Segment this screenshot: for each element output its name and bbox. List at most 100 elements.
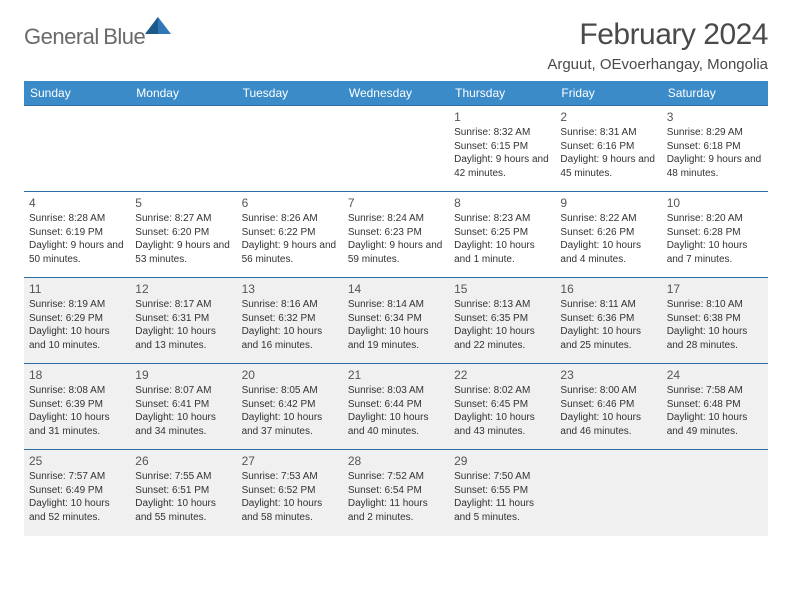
calendar-day: 13Sunrise: 8:16 AMSunset: 6:32 PMDayligh… [237,278,343,364]
day-number: 2 [560,109,656,125]
day-number: 15 [454,281,550,297]
calendar-day: 8Sunrise: 8:23 AMSunset: 6:25 PMDaylight… [449,192,555,278]
calendar-day: 6Sunrise: 8:26 AMSunset: 6:22 PMDaylight… [237,192,343,278]
sunrise-text: Sunrise: 8:05 AM [242,384,338,398]
sunrise-text: Sunrise: 8:10 AM [667,298,763,312]
calendar-day: 14Sunrise: 8:14 AMSunset: 6:34 PMDayligh… [343,278,449,364]
sunrise-text: Sunrise: 8:11 AM [560,298,656,312]
calendar-day: 4Sunrise: 8:28 AMSunset: 6:19 PMDaylight… [24,192,130,278]
day-number: 12 [135,281,231,297]
day-number: 21 [348,367,444,383]
daylight-text: Daylight: 9 hours and 53 minutes. [135,239,231,266]
calendar-week: 11Sunrise: 8:19 AMSunset: 6:29 PMDayligh… [24,278,768,364]
daylight-text: Daylight: 9 hours and 56 minutes. [242,239,338,266]
sunset-text: Sunset: 6:42 PM [242,398,338,412]
calendar-day: 29Sunrise: 7:50 AMSunset: 6:55 PMDayligh… [449,450,555,536]
month-title: February 2024 [547,18,768,52]
day-number: 16 [560,281,656,297]
daylight-text: Daylight: 10 hours and 37 minutes. [242,411,338,438]
sunset-text: Sunset: 6:15 PM [454,140,550,154]
daylight-text: Daylight: 10 hours and 40 minutes. [348,411,444,438]
day-number: 1 [454,109,550,125]
calendar-empty [555,450,661,536]
calendar-day: 15Sunrise: 8:13 AMSunset: 6:35 PMDayligh… [449,278,555,364]
sunrise-text: Sunrise: 8:13 AM [454,298,550,312]
calendar-week: 4Sunrise: 8:28 AMSunset: 6:19 PMDaylight… [24,192,768,278]
day-header: Saturday [662,81,768,106]
sunrise-text: Sunrise: 7:55 AM [135,470,231,484]
calendar-day: 2Sunrise: 8:31 AMSunset: 6:16 PMDaylight… [555,106,661,192]
day-number: 19 [135,367,231,383]
sunset-text: Sunset: 6:44 PM [348,398,444,412]
sunrise-text: Sunrise: 8:19 AM [29,298,125,312]
calendar-day: 17Sunrise: 8:10 AMSunset: 6:38 PMDayligh… [662,278,768,364]
sunrise-text: Sunrise: 7:52 AM [348,470,444,484]
daylight-text: Daylight: 11 hours and 5 minutes. [454,497,550,524]
sunset-text: Sunset: 6:52 PM [242,484,338,498]
day-number: 18 [29,367,125,383]
daylight-text: Daylight: 10 hours and 1 minute. [454,239,550,266]
day-number: 5 [135,195,231,211]
daylight-text: Daylight: 10 hours and 55 minutes. [135,497,231,524]
daylight-text: Daylight: 10 hours and 46 minutes. [560,411,656,438]
calendar-day: 16Sunrise: 8:11 AMSunset: 6:36 PMDayligh… [555,278,661,364]
daylight-text: Daylight: 10 hours and 16 minutes. [242,325,338,352]
sunrise-text: Sunrise: 8:26 AM [242,212,338,226]
day-number: 29 [454,453,550,469]
sunset-text: Sunset: 6:45 PM [454,398,550,412]
sunset-text: Sunset: 6:51 PM [135,484,231,498]
daylight-text: Daylight: 9 hours and 59 minutes. [348,239,444,266]
sunrise-text: Sunrise: 8:22 AM [560,212,656,226]
sunrise-text: Sunrise: 7:53 AM [242,470,338,484]
sunrise-text: Sunrise: 8:24 AM [348,212,444,226]
calendar-empty [662,450,768,536]
day-number: 4 [29,195,125,211]
day-header: Tuesday [237,81,343,106]
sunrise-text: Sunrise: 8:32 AM [454,126,550,140]
sunset-text: Sunset: 6:19 PM [29,226,125,240]
day-number: 6 [242,195,338,211]
calendar-day: 5Sunrise: 8:27 AMSunset: 6:20 PMDaylight… [130,192,236,278]
day-header: Sunday [24,81,130,106]
daylight-text: Daylight: 10 hours and 25 minutes. [560,325,656,352]
day-number: 17 [667,281,763,297]
sunset-text: Sunset: 6:32 PM [242,312,338,326]
sunset-text: Sunset: 6:49 PM [29,484,125,498]
calendar-day: 10Sunrise: 8:20 AMSunset: 6:28 PMDayligh… [662,192,768,278]
day-number: 28 [348,453,444,469]
sunset-text: Sunset: 6:36 PM [560,312,656,326]
calendar-empty [24,106,130,192]
logo: General Blue [24,24,171,50]
daylight-text: Daylight: 10 hours and 7 minutes. [667,239,763,266]
calendar-day: 7Sunrise: 8:24 AMSunset: 6:23 PMDaylight… [343,192,449,278]
logo-word2: Blue [103,24,145,49]
calendar-empty [130,106,236,192]
calendar-week: 18Sunrise: 8:08 AMSunset: 6:39 PMDayligh… [24,364,768,450]
sunset-text: Sunset: 6:28 PM [667,226,763,240]
sunrise-text: Sunrise: 8:07 AM [135,384,231,398]
sunset-text: Sunset: 6:54 PM [348,484,444,498]
daylight-text: Daylight: 11 hours and 2 minutes. [348,497,444,524]
daylight-text: Daylight: 10 hours and 43 minutes. [454,411,550,438]
sunset-text: Sunset: 6:34 PM [348,312,444,326]
daylight-text: Daylight: 9 hours and 50 minutes. [29,239,125,266]
sunset-text: Sunset: 6:41 PM [135,398,231,412]
sunrise-text: Sunrise: 8:29 AM [667,126,763,140]
sunset-text: Sunset: 6:46 PM [560,398,656,412]
day-number: 25 [29,453,125,469]
sunrise-text: Sunrise: 7:50 AM [454,470,550,484]
daylight-text: Daylight: 9 hours and 48 minutes. [667,153,763,180]
daylight-text: Daylight: 10 hours and 10 minutes. [29,325,125,352]
sunset-text: Sunset: 6:16 PM [560,140,656,154]
day-number: 7 [348,195,444,211]
calendar-day: 3Sunrise: 8:29 AMSunset: 6:18 PMDaylight… [662,106,768,192]
day-number: 13 [242,281,338,297]
calendar-empty [237,106,343,192]
sunset-text: Sunset: 6:35 PM [454,312,550,326]
sunrise-text: Sunrise: 7:58 AM [667,384,763,398]
daylight-text: Daylight: 10 hours and 22 minutes. [454,325,550,352]
day-number: 11 [29,281,125,297]
calendar-table: SundayMondayTuesdayWednesdayThursdayFrid… [24,81,768,536]
logo-word1: General [24,24,99,49]
sunrise-text: Sunrise: 8:28 AM [29,212,125,226]
